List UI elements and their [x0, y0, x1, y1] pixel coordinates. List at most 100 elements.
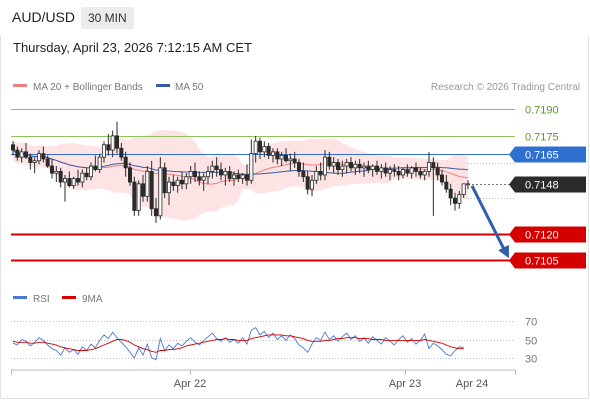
credit-text: Research © 2026 Trading Central — [431, 82, 580, 93]
candle — [348, 157, 353, 172]
candle — [240, 173, 245, 184]
rsi-tick-label: 30 — [525, 354, 537, 366]
candle — [54, 166, 59, 183]
candle — [15, 146, 20, 161]
candle — [292, 151, 297, 168]
candle — [89, 162, 94, 181]
candle — [37, 150, 42, 165]
candle — [76, 169, 81, 186]
candle — [296, 158, 301, 177]
candle — [357, 158, 362, 174]
candle — [119, 142, 124, 161]
support-label-box — [515, 252, 586, 269]
ma50-legend-swatch — [156, 84, 170, 87]
candle — [448, 183, 453, 206]
chart-datetime: Thursday, April 23, 2026 7:12:15 AM CET — [13, 40, 252, 55]
candle — [327, 151, 332, 170]
candle — [400, 167, 405, 179]
candle — [153, 198, 158, 223]
candle — [32, 157, 37, 174]
candle — [58, 167, 63, 188]
bollinger-bands — [13, 130, 468, 221]
label-pointer — [509, 252, 515, 269]
candle — [340, 160, 345, 177]
candle — [266, 142, 271, 159]
candle — [171, 174, 176, 191]
pivot-level-label: 0.7165 — [525, 150, 559, 162]
candle — [431, 157, 436, 216]
label-pointer — [509, 146, 515, 163]
candle — [335, 158, 340, 175]
candle — [288, 153, 293, 172]
candle — [218, 162, 223, 181]
current-price-level-label: 0.7148 — [525, 180, 559, 192]
candle — [132, 176, 137, 216]
forecast-arrow-head — [498, 244, 509, 259]
candle — [253, 135, 258, 163]
candle — [188, 166, 193, 184]
candle — [457, 190, 462, 209]
candle — [84, 167, 89, 181]
candle — [41, 146, 46, 163]
candle — [257, 137, 262, 159]
candle — [19, 148, 24, 163]
rsi-tick-label: 50 — [525, 336, 537, 348]
candle — [166, 176, 171, 206]
candle — [106, 134, 111, 156]
candle — [283, 148, 288, 163]
candle — [383, 162, 388, 177]
candle — [162, 162, 167, 199]
resistance-level-label: 0.7190 — [525, 105, 559, 117]
candle — [409, 166, 414, 179]
rsi-ma-legend-swatch — [62, 296, 76, 299]
candle — [262, 141, 267, 158]
candle — [149, 160, 154, 216]
candle — [201, 173, 206, 191]
candle — [413, 162, 418, 177]
candle — [97, 153, 102, 174]
support-level-label: 0.7105 — [525, 256, 559, 268]
candle — [175, 176, 180, 193]
candle — [140, 174, 145, 202]
candle — [236, 169, 241, 183]
x-tick-label: Apr 23 — [389, 378, 421, 390]
rsi-ma-legend-label: 9MA — [82, 294, 103, 305]
candle — [249, 139, 254, 184]
candle — [426, 151, 431, 177]
candle — [102, 141, 107, 163]
candle — [422, 169, 427, 181]
rsi-legend-label: RSI — [33, 294, 50, 305]
candle — [192, 162, 197, 183]
candle — [322, 150, 327, 181]
candle — [244, 164, 249, 186]
candle — [309, 174, 314, 197]
current-price-label-box — [515, 176, 586, 193]
candle — [444, 174, 449, 193]
candle — [331, 157, 336, 174]
candle — [314, 166, 319, 184]
forecast-arrow — [470, 185, 507, 252]
candle — [205, 166, 210, 184]
symbol-title: AUD/USD — [12, 9, 76, 25]
candle — [387, 166, 392, 181]
ma20-legend-label: MA 20 + Bollinger Bands — [33, 82, 143, 93]
candle — [275, 148, 280, 165]
x-tick-label: Apr 22 — [174, 378, 206, 390]
candle — [23, 142, 28, 159]
ma50-line — [12, 149, 469, 175]
candle — [10, 141, 15, 156]
candle — [305, 171, 310, 195]
candle — [210, 160, 215, 179]
candle — [370, 164, 375, 177]
candle — [465, 180, 470, 190]
candle — [184, 173, 189, 190]
timeframe-button[interactable]: 30 MIN — [81, 7, 134, 29]
label-pointer — [509, 226, 515, 243]
candle — [136, 180, 141, 216]
candle — [374, 160, 379, 175]
candle — [366, 160, 371, 174]
candle — [301, 162, 306, 183]
candle — [179, 171, 184, 190]
candle — [279, 151, 284, 167]
candle — [353, 160, 358, 175]
